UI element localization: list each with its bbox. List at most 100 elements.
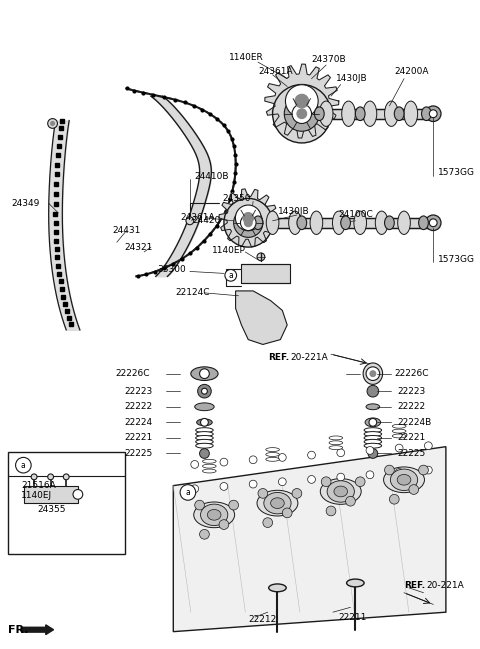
Text: 22225: 22225 <box>125 449 153 458</box>
Circle shape <box>224 199 273 247</box>
Ellipse shape <box>384 216 394 230</box>
Circle shape <box>367 386 379 397</box>
Circle shape <box>200 448 209 458</box>
Text: 24361A: 24361A <box>258 67 293 77</box>
Bar <box>302 109 433 119</box>
Text: 22223: 22223 <box>125 387 153 396</box>
Circle shape <box>419 465 428 475</box>
Circle shape <box>202 388 207 394</box>
Ellipse shape <box>203 464 216 468</box>
Ellipse shape <box>421 107 431 121</box>
Circle shape <box>186 217 194 225</box>
Text: 22211: 22211 <box>339 613 367 622</box>
Text: 21516A: 21516A <box>22 481 56 490</box>
Ellipse shape <box>333 211 345 234</box>
Text: 24410B: 24410B <box>195 171 229 180</box>
Circle shape <box>200 369 209 378</box>
Text: 24100C: 24100C <box>339 210 373 219</box>
Circle shape <box>243 212 253 223</box>
Text: 24200A: 24200A <box>394 67 429 77</box>
Text: 33300: 33300 <box>158 265 186 274</box>
Text: 22221: 22221 <box>125 434 153 443</box>
Ellipse shape <box>196 439 213 445</box>
Text: 24350: 24350 <box>222 194 251 203</box>
Ellipse shape <box>363 101 377 127</box>
Ellipse shape <box>341 216 350 230</box>
Circle shape <box>249 456 257 463</box>
Circle shape <box>337 473 345 481</box>
Ellipse shape <box>364 432 382 437</box>
Circle shape <box>240 215 256 230</box>
Circle shape <box>395 444 403 452</box>
Text: 22226C: 22226C <box>394 369 429 378</box>
Text: 1140ER: 1140ER <box>229 53 264 62</box>
Text: 22225: 22225 <box>397 449 425 458</box>
Circle shape <box>220 458 228 466</box>
Circle shape <box>50 121 55 125</box>
Ellipse shape <box>355 107 365 121</box>
Text: 22124C: 22124C <box>175 288 210 297</box>
Circle shape <box>297 109 307 119</box>
Text: 22212: 22212 <box>248 615 276 624</box>
Ellipse shape <box>196 428 213 433</box>
Circle shape <box>425 215 441 230</box>
Circle shape <box>257 253 265 261</box>
Circle shape <box>48 119 58 129</box>
Ellipse shape <box>364 439 382 445</box>
Ellipse shape <box>269 584 286 592</box>
Circle shape <box>424 442 432 450</box>
Text: 24431: 24431 <box>112 226 140 235</box>
Text: 24370B: 24370B <box>312 55 346 64</box>
Circle shape <box>225 269 237 281</box>
Ellipse shape <box>364 428 382 433</box>
Ellipse shape <box>297 216 307 230</box>
Polygon shape <box>265 64 339 138</box>
Circle shape <box>273 84 331 143</box>
Circle shape <box>195 500 204 510</box>
Ellipse shape <box>354 211 367 234</box>
Circle shape <box>337 449 345 457</box>
Ellipse shape <box>366 404 380 410</box>
Text: a: a <box>228 271 233 280</box>
Circle shape <box>295 94 309 108</box>
Circle shape <box>48 474 54 480</box>
Circle shape <box>15 458 31 473</box>
Text: 22223: 22223 <box>397 387 425 396</box>
Circle shape <box>229 500 239 510</box>
Ellipse shape <box>196 435 213 441</box>
Circle shape <box>425 106 441 121</box>
Ellipse shape <box>394 107 404 121</box>
Ellipse shape <box>419 216 428 230</box>
Circle shape <box>191 461 199 469</box>
Circle shape <box>366 367 380 380</box>
Ellipse shape <box>253 216 263 230</box>
Ellipse shape <box>197 419 212 426</box>
Ellipse shape <box>195 403 214 411</box>
Text: 22224B: 22224B <box>397 418 432 427</box>
Ellipse shape <box>271 498 284 509</box>
Ellipse shape <box>191 367 218 380</box>
Circle shape <box>389 495 399 504</box>
Text: 24420: 24420 <box>193 216 221 225</box>
Circle shape <box>220 483 228 491</box>
Bar <box>248 218 433 228</box>
Text: 24321: 24321 <box>125 243 153 252</box>
Circle shape <box>249 480 257 488</box>
Text: 22226C: 22226C <box>115 369 149 378</box>
Text: 24349: 24349 <box>12 199 40 208</box>
Circle shape <box>284 96 319 131</box>
Ellipse shape <box>342 101 355 127</box>
Circle shape <box>326 506 336 516</box>
Ellipse shape <box>347 579 364 587</box>
Ellipse shape <box>196 443 213 448</box>
Text: 20-221A: 20-221A <box>426 582 464 591</box>
Circle shape <box>292 104 312 123</box>
Circle shape <box>292 489 302 498</box>
Text: 1140EJ: 1140EJ <box>22 491 52 500</box>
Ellipse shape <box>375 211 388 234</box>
Circle shape <box>384 465 394 475</box>
Ellipse shape <box>392 424 406 428</box>
Ellipse shape <box>264 493 291 514</box>
Circle shape <box>244 219 252 227</box>
Bar <box>24 485 78 503</box>
